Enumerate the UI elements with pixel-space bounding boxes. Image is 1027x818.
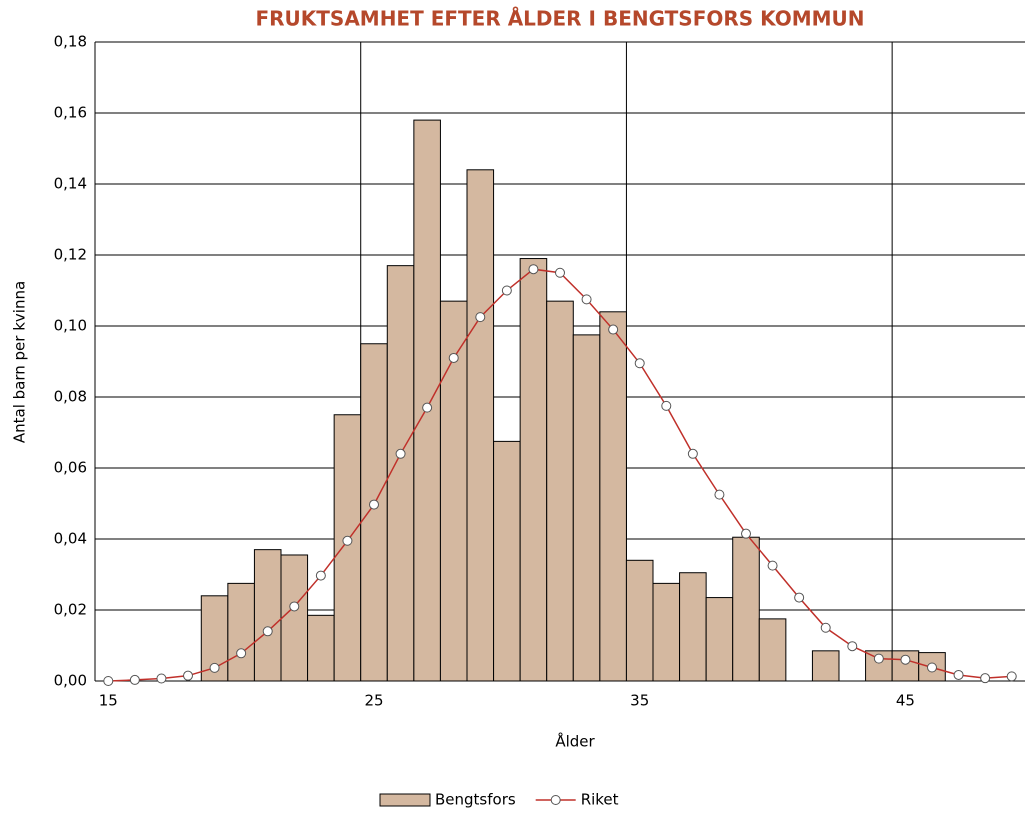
line-marker: [980, 673, 991, 684]
x-tick-label: 35: [630, 692, 649, 710]
line-marker: [501, 285, 512, 296]
bar: [732, 536, 760, 682]
y-axis-label: Antal barn per kvinna: [11, 281, 29, 443]
bar: [599, 311, 627, 682]
bar: [307, 614, 335, 682]
bar: [679, 572, 707, 682]
line-marker: [183, 670, 193, 681]
line-marker: [687, 448, 698, 459]
x-axis-label: Ålder: [555, 732, 595, 751]
chart-title: FRUKTSAMHET EFTER ÅLDER I BENGTSFORS KOM…: [255, 7, 864, 31]
line-marker: [873, 653, 884, 664]
bar: [758, 618, 787, 682]
y-tick-label: 0,02: [54, 601, 87, 619]
bar: [493, 440, 521, 682]
x-tick-label: 15: [99, 692, 118, 710]
y-tick-label: 0,00: [54, 672, 87, 690]
line-marker: [528, 264, 539, 275]
x-tick-label: 25: [364, 692, 383, 710]
line-marker: [581, 294, 592, 305]
line-marker: [395, 448, 406, 459]
y-tick-label: 0,08: [54, 388, 87, 406]
legend-label: Bengtsfors: [435, 791, 516, 809]
y-tick-label: 0,18: [54, 33, 87, 51]
bar: [519, 258, 548, 682]
line-marker: [422, 402, 433, 413]
x-tick-label: 45: [896, 692, 915, 710]
line-marker: [262, 626, 273, 637]
bar: [360, 343, 388, 682]
line-marker: [448, 352, 459, 363]
line-marker: [129, 674, 140, 685]
line-marker: [794, 592, 805, 603]
line-marker: [289, 601, 300, 612]
bar: [466, 169, 495, 682]
line-marker: [820, 622, 831, 633]
line-marker: [847, 641, 858, 652]
bar: [413, 119, 441, 682]
bar: [625, 559, 654, 682]
bar: [227, 582, 255, 682]
line-marker: [156, 673, 167, 684]
legend-swatch: [379, 793, 431, 807]
line-marker: [1006, 671, 1017, 682]
bar: [811, 650, 840, 682]
line-marker: [900, 654, 911, 665]
bar: [546, 300, 574, 682]
line-marker: [236, 648, 247, 659]
y-tick-label: 0,06: [54, 459, 87, 477]
bar: [652, 582, 681, 682]
y-tick-label: 0,14: [54, 175, 87, 193]
line-marker: [634, 358, 645, 369]
y-tick-label: 0,04: [54, 530, 87, 548]
line-marker: [315, 570, 326, 581]
line-marker: [475, 312, 486, 323]
bar: [253, 549, 282, 682]
line-marker: [369, 499, 379, 510]
line-marker: [661, 400, 672, 411]
y-tick-label: 0,16: [54, 104, 87, 122]
line-marker: [714, 489, 725, 500]
line-marker: [927, 662, 937, 673]
bar: [333, 414, 362, 682]
line-marker: [103, 676, 114, 686]
bar: [386, 265, 415, 682]
bar: [705, 597, 734, 682]
line-marker: [953, 669, 964, 680]
line-marker: [741, 528, 751, 539]
line-marker: [767, 560, 778, 571]
line-marker: [342, 535, 353, 546]
bar: [280, 554, 309, 682]
y-tick-label: 0,10: [54, 317, 87, 335]
bar: [572, 334, 601, 682]
line-marker: [555, 267, 565, 278]
legend-swatch: [550, 795, 561, 805]
line-marker: [608, 324, 619, 335]
line-marker: [209, 662, 220, 673]
y-tick-label: 0,12: [54, 246, 87, 264]
legend-label: Riket: [581, 791, 619, 809]
